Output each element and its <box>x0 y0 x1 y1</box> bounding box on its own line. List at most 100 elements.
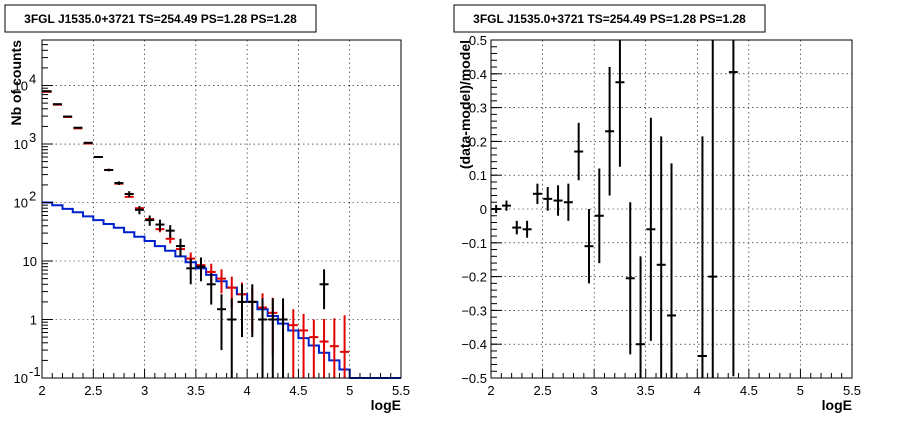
counts-series <box>42 90 401 379</box>
counts-x-tick-labels: 2 2.5 3 3.5 4 4.5 5 5.5 <box>38 383 410 398</box>
y-tick-label: 10 <box>14 371 28 386</box>
residual-point <box>646 117 656 341</box>
x-tick-label: 4.5 <box>289 383 307 398</box>
data-point <box>155 219 165 231</box>
y-tick-label: −0.3 <box>461 303 487 318</box>
y-tick-label: 0.2 <box>469 134 487 149</box>
residuals-title-box <box>453 4 766 33</box>
x-tick-label: 4.5 <box>740 383 758 398</box>
residual-point <box>522 220 532 238</box>
residual-point <box>697 136 707 378</box>
data-point <box>196 257 206 282</box>
y-tick-label: −0.5 <box>461 371 487 386</box>
y-tick-label: 0 <box>480 202 487 217</box>
x-tick-label: 4 <box>694 383 701 398</box>
x-tick-label: 2.5 <box>84 383 102 398</box>
data-point <box>134 206 144 215</box>
model-point <box>299 313 309 378</box>
residual-point <box>532 183 542 204</box>
model-step-line <box>42 201 401 379</box>
data-point <box>93 155 103 159</box>
data-point <box>114 181 124 185</box>
x-tick-label: 2.5 <box>534 383 552 398</box>
residual-point <box>667 163 676 378</box>
counts-x-axis-label: logE <box>371 397 401 413</box>
residuals-title: 3FGL J1535.0+3721 TS=254.49 PS=1.28 PS=1… <box>473 12 746 26</box>
data-point <box>319 269 329 310</box>
residual-point <box>584 209 594 284</box>
model-point <box>329 318 339 378</box>
model-point <box>217 269 226 294</box>
residual-point <box>656 136 666 378</box>
data-point <box>63 115 73 118</box>
residual-point <box>594 168 604 264</box>
x-tick-label: 5 <box>346 383 353 398</box>
model-point <box>288 309 298 378</box>
residual-point <box>501 200 511 211</box>
y-tick-label: −0.1 <box>461 236 487 251</box>
residual-point <box>512 220 522 235</box>
residual-point <box>563 183 573 221</box>
counts-title: 3FGL J1535.0+3721 TS=254.49 PS=1.28 PS=1… <box>24 12 297 26</box>
residuals-y-axis-label: (data-model)/model <box>457 40 473 169</box>
data-point <box>206 273 216 305</box>
data-point <box>268 298 278 378</box>
counts-grid <box>42 40 401 378</box>
residuals-ticks <box>490 39 853 379</box>
y-tick-exponent: 3 <box>29 130 36 145</box>
data-point <box>52 103 62 106</box>
x-tick-label: 3.5 <box>637 383 655 398</box>
residuals-x-axis-label: logE <box>822 397 852 413</box>
residuals-y-tick-labels: −0.5 −0.4 −0.3 −0.2 −0.1 0 0.1 0.2 0.3 0.4 0.5 <box>461 33 487 386</box>
data-point <box>104 168 114 172</box>
x-tick-label: 3.5 <box>187 383 205 398</box>
y-tick-label: 10 <box>14 137 28 152</box>
residual-point <box>728 40 738 377</box>
residual-point <box>553 185 563 216</box>
counts-ticks <box>41 39 402 379</box>
y-tick-label: 0.5 <box>469 33 487 48</box>
data-point <box>186 258 196 285</box>
y-tick-label: 1 <box>30 313 37 328</box>
x-tick-label: 3 <box>141 383 148 398</box>
data-point <box>175 238 185 257</box>
residuals-panel: 2 2.5 3 3.5 4 4.5 5 5.5 −0.5 −0.4 −0.3 −0.2 −0.1 0 0.… <box>453 4 861 413</box>
data-point <box>165 225 175 238</box>
residual-point <box>574 122 584 181</box>
residual-point <box>543 187 553 211</box>
y-tick-label: 10 <box>14 196 28 211</box>
data-point <box>124 191 134 198</box>
counts-title-box <box>4 4 317 33</box>
y-tick-label: 0.4 <box>469 67 487 82</box>
y-tick-label: 10 <box>14 79 28 94</box>
residuals-series <box>491 40 738 378</box>
data-point <box>217 294 226 351</box>
data-point <box>247 284 257 338</box>
x-tick-label: 2 <box>487 383 494 398</box>
x-tick-label: 5.5 <box>843 383 861 398</box>
model-point <box>309 319 319 378</box>
y-tick-exponent: 4 <box>29 72 36 87</box>
model-point <box>340 315 350 378</box>
residual-point <box>615 40 625 167</box>
x-tick-label: 4 <box>244 383 251 398</box>
y-tick-label: 0.3 <box>469 101 487 116</box>
y-tick-label: −0.2 <box>461 270 487 285</box>
y-tick-label: 10 <box>23 254 37 269</box>
data-point <box>258 298 268 378</box>
x-tick-label: 5.5 <box>392 383 410 398</box>
residuals-x-tick-labels: 2 2.5 3 3.5 4 4.5 5 5.5 <box>487 383 861 398</box>
data-point <box>237 284 247 338</box>
y-tick-label: −0.4 <box>461 337 487 352</box>
model-point <box>319 319 329 378</box>
data-point <box>227 298 237 378</box>
residual-point <box>708 40 718 378</box>
y-tick-label: 0.1 <box>469 168 487 183</box>
y-tick-exponent: 2 <box>29 189 36 204</box>
counts-plot-frame <box>41 39 402 379</box>
residual-point <box>605 67 615 196</box>
data-point <box>73 126 83 129</box>
x-tick-label: 5 <box>797 383 804 398</box>
